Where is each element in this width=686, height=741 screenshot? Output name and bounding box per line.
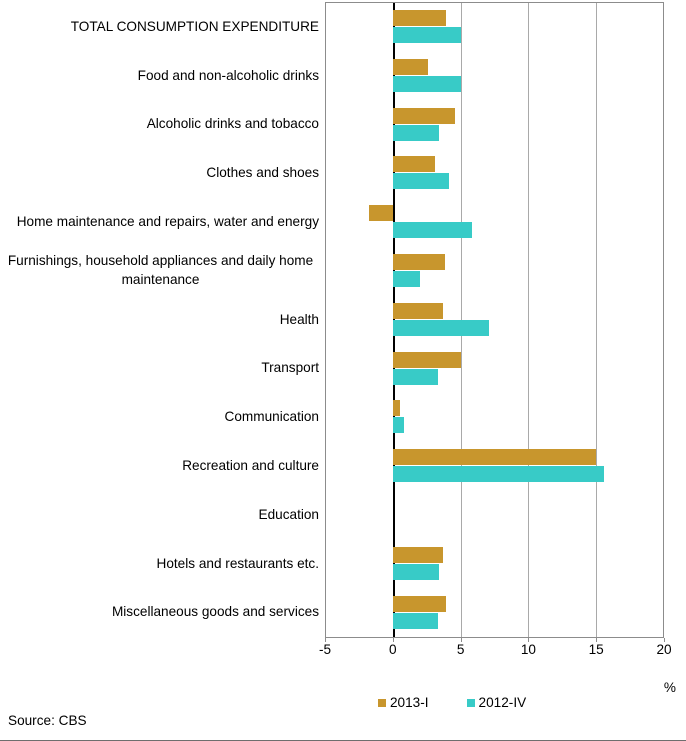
category-label-text: Transport xyxy=(261,360,319,376)
category-label-text: Miscellaneous goods and services xyxy=(111,604,319,620)
bar-2012-IV xyxy=(393,124,440,141)
bar-group xyxy=(326,442,663,491)
gridline xyxy=(595,3,597,637)
category-label-text: Alcoholic drinks and tobacco xyxy=(146,116,319,132)
bar-2013-I xyxy=(393,302,444,319)
category-label-text: Furnishings, household appliances and da… xyxy=(7,253,314,288)
chart-body: TOTAL CONSUMPTION EXPENDITURE Food and no… xyxy=(0,2,664,638)
bar-2013-I xyxy=(393,156,436,173)
bar-group xyxy=(326,3,663,52)
category-label: Food and non-alcoholic drinks xyxy=(0,51,325,100)
bar-group xyxy=(326,198,663,247)
bar-2013-I xyxy=(393,400,401,417)
category-label-text: Health xyxy=(279,311,319,327)
legend-label-2012-IV: 2012-IV xyxy=(478,695,527,710)
bar-2012-IV xyxy=(393,612,438,629)
bar-2012-IV xyxy=(393,319,490,336)
x-axis-unit-label: % xyxy=(663,680,676,695)
category-label: Miscellaneous goods and services xyxy=(0,588,325,637)
category-label: Health xyxy=(0,295,325,344)
source-note: Source: CBS xyxy=(8,713,87,728)
category-label-text: Hotels and restaurants etc. xyxy=(156,555,319,571)
legend-swatch-2013-I xyxy=(378,698,386,707)
x-axis-tick-mark xyxy=(596,638,598,642)
legend-item-2012-IV: 2012-IV xyxy=(466,695,527,710)
category-label: TOTAL CONSUMPTION EXPENDITURE xyxy=(0,2,325,51)
category-label: Transport xyxy=(0,344,325,393)
legend: 2013-I 2012-IV xyxy=(378,695,526,710)
category-label-text: Communication xyxy=(224,409,319,425)
x-axis-tick-label: -5 xyxy=(318,642,332,657)
category-label: Furnishings, household appliances and da… xyxy=(0,246,325,295)
bar-2012-IV xyxy=(393,173,449,190)
category-label-text: Food and non-alcoholic drinks xyxy=(137,67,319,83)
x-axis-tick-label: 10 xyxy=(520,642,536,657)
bar-group xyxy=(326,345,663,394)
bar-2012-IV xyxy=(393,222,472,239)
bar-group xyxy=(326,247,663,296)
bar-2013-I xyxy=(393,10,446,26)
bar-2013-I xyxy=(393,449,596,466)
category-label: Hotels and restaurants etc. xyxy=(0,539,325,588)
category-label-text: TOTAL CONSUMPTION EXPENDITURE xyxy=(70,18,319,34)
x-axis-tick-label: 20 xyxy=(656,642,672,657)
category-label: Recreation and culture xyxy=(0,441,325,490)
x-axis: -5 0 5 10 15 20 xyxy=(319,638,672,664)
x-axis-tick-label: 15 xyxy=(588,642,604,657)
bar-2012-IV xyxy=(393,466,604,483)
bar-2013-I xyxy=(393,107,456,124)
x-axis-tick-mark xyxy=(460,638,462,642)
category-axis-labels: TOTAL CONSUMPTION EXPENDITURE Food and no… xyxy=(0,2,325,638)
legend-swatch-2012-IV xyxy=(466,698,475,707)
bar-2012-IV xyxy=(393,368,438,385)
x-axis-tick-mark xyxy=(325,638,326,642)
bar-group xyxy=(326,296,663,345)
category-label: Communication xyxy=(0,392,325,441)
x-axis-tick-mark xyxy=(528,638,530,642)
gridline xyxy=(528,3,530,637)
x-axis-tick-mark xyxy=(392,638,394,642)
bar-2012-IV xyxy=(393,27,461,43)
category-label-text: Home maintenance and repairs, water and … xyxy=(16,214,319,230)
bar-2013-I xyxy=(393,595,446,612)
bar-group xyxy=(326,149,663,198)
bar-group xyxy=(326,540,663,589)
legend-item-2013-I: 2013-I xyxy=(378,695,429,710)
plot-area xyxy=(325,2,664,638)
bar-group xyxy=(326,101,663,150)
bar-group xyxy=(326,589,663,638)
category-label-text: Clothes and shoes xyxy=(206,165,319,181)
bar-2013-I xyxy=(393,253,445,270)
bar-2012-IV xyxy=(393,417,405,434)
category-label: Home maintenance and repairs, water and … xyxy=(0,197,325,246)
category-label: Clothes and shoes xyxy=(0,148,325,197)
x-axis-tick-mark xyxy=(664,638,665,642)
x-axis-tick-label: 5 xyxy=(456,642,465,657)
bar-2013-I xyxy=(393,58,429,75)
bar-2013-I xyxy=(369,205,394,222)
bar-group xyxy=(326,52,663,101)
bar-2012-IV xyxy=(393,270,421,287)
category-label-text: Education xyxy=(258,506,319,522)
x-axis-tick-label: 0 xyxy=(389,642,397,657)
category-label: Alcoholic drinks and tobacco xyxy=(0,100,325,149)
category-label-text: Recreation and culture xyxy=(182,458,319,474)
bar-2013-I xyxy=(393,351,461,368)
category-label: Education xyxy=(0,490,325,539)
bar-2012-IV xyxy=(393,75,461,92)
legend-label-2013-I: 2013-I xyxy=(390,695,429,710)
bar-2013-I xyxy=(393,546,444,563)
bar-group xyxy=(326,393,663,442)
bar-2012-IV xyxy=(393,563,440,580)
bar-group xyxy=(326,491,663,540)
